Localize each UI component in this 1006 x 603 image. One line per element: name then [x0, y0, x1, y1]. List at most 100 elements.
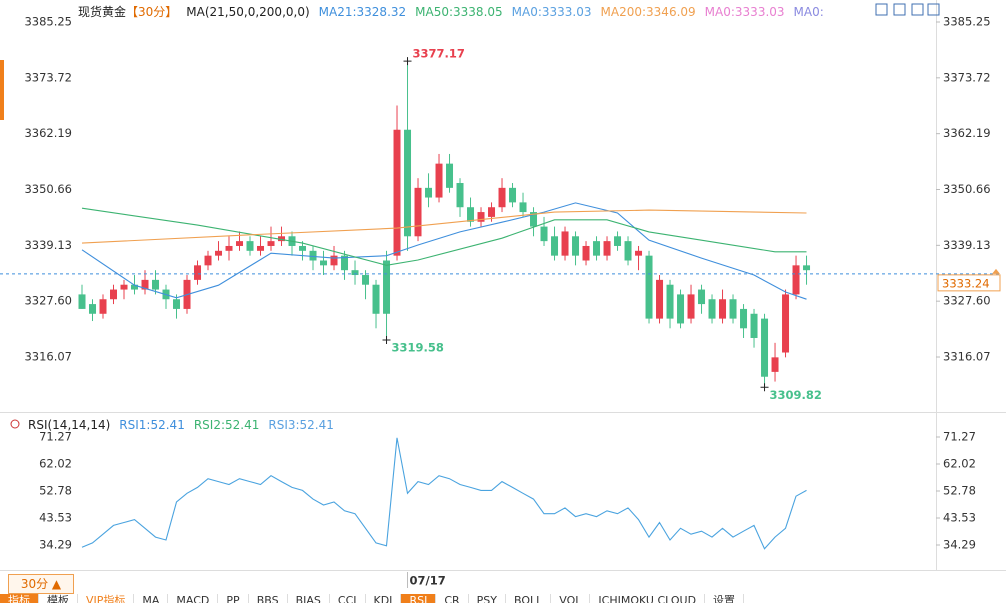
candle-body: [414, 187, 422, 237]
candle-body: [498, 187, 506, 208]
legend-item: RSI2:52.41: [193, 418, 260, 432]
candle-body: [225, 245, 233, 251]
x-tick-label: 07/17: [410, 574, 446, 588]
candle-body: [519, 202, 527, 213]
candle-body: [792, 265, 800, 295]
rsi-header: RSI(14,14,14) RSI1:52.41 RSI2:52.41 RSI3:52…: [28, 418, 334, 432]
indicator-tab[interactable]: BIAS: [288, 594, 330, 603]
candle-body: [404, 129, 412, 237]
extreme-marker: [403, 57, 412, 66]
candle-body: [803, 265, 811, 271]
extreme-label: 3319.58: [392, 341, 444, 355]
legend-item: MA50:3338.05: [415, 4, 503, 19]
candle-body: [320, 260, 328, 266]
candle-body: [666, 284, 674, 319]
indicator-line: [81, 207, 807, 266]
candle-body: [152, 279, 160, 290]
indicator-line: [81, 437, 807, 550]
candle-body: [677, 294, 685, 324]
candle-body: [624, 241, 632, 261]
window-icons[interactable]: [875, 3, 940, 16]
period-label: 【30分】: [126, 5, 178, 19]
y-tick-label: 3327.60: [943, 294, 991, 308]
settings-icon[interactable]: [10, 419, 20, 429]
candle-body: [78, 294, 86, 309]
candle-body: [698, 289, 706, 305]
indicator-tab[interactable]: ICHIMOKU CLOUD: [590, 594, 706, 603]
indicator-tab[interactable]: PSY: [469, 594, 506, 603]
candle-body: [383, 260, 391, 314]
indicator-tab[interactable]: MA: [134, 594, 169, 603]
legend-item: MA21:3328.32: [318, 4, 407, 19]
candle-body: [299, 245, 307, 251]
indicator-tab[interactable]: 指标: [0, 594, 39, 603]
candle-body: [740, 308, 748, 329]
candle-body: [257, 245, 265, 251]
y-tick-label: 3385.25: [943, 14, 991, 28]
indicator-tab[interactable]: MACD: [168, 594, 219, 603]
y-tick-label: 71.27: [39, 429, 72, 443]
candle-body: [215, 250, 223, 256]
y-tick-label: 3373.72: [24, 70, 72, 84]
candle-body: [362, 275, 370, 285]
side-marker: [0, 60, 4, 120]
candle-body: [89, 304, 97, 314]
indicator-tab[interactable]: VIP指标: [78, 594, 135, 603]
indicator-tabs: 指标 模板 VIP指标 MA MACD PP BBS BIAS CCI KDJ RSI CR PSY BO…: [0, 594, 745, 603]
y-tick-label: 3350.66: [943, 182, 991, 196]
legend-item: RSI3:52.41: [268, 418, 334, 432]
candle-body: [540, 226, 548, 242]
candle-body: [194, 265, 202, 280]
candle-body: [708, 299, 716, 319]
candle-body: [435, 163, 443, 198]
period-button[interactable]: 30分 ▲: [8, 574, 74, 594]
candle-body: [267, 241, 275, 246]
candle-body: [488, 207, 496, 217]
indicator-tab[interactable]: CR: [436, 594, 469, 603]
legend-item: MA0:3333.03: [511, 4, 592, 19]
indicator-tab[interactable]: 模板: [39, 594, 78, 603]
indicator-tab[interactable]: 设置: [705, 594, 745, 603]
indicator-tab[interactable]: BBS: [249, 594, 288, 603]
legend-item: RSI1:52.41: [119, 418, 185, 432]
indicator-tab[interactable]: RSI: [401, 594, 437, 603]
y-tick-label: 3373.72: [943, 70, 991, 84]
y-tick-label: 62.02: [943, 457, 976, 471]
candle-body: [393, 129, 401, 256]
candle-body: [341, 255, 349, 271]
last-price-label: 3333.24: [942, 276, 990, 290]
y-tick-label: 3339.13: [943, 238, 991, 252]
y-tick-label: 71.27: [943, 429, 976, 443]
indicator-tab[interactable]: VOL: [551, 594, 591, 603]
extreme-marker: [382, 336, 391, 345]
candle-body: [131, 284, 139, 290]
indicator-tab[interactable]: KDJ: [366, 594, 402, 603]
y-tick-label: 62.02: [39, 457, 72, 471]
candle-body: [351, 270, 359, 276]
chart-title: RSI(14,14,14): [28, 418, 111, 432]
legend-item: MA0:: [793, 4, 824, 19]
candle-body: [425, 187, 433, 198]
candle-body: [593, 241, 601, 256]
indicator-tab[interactable]: PP: [218, 594, 249, 603]
indicator-tab[interactable]: CCI: [330, 594, 366, 603]
candle-body: [110, 289, 118, 300]
y-tick-label: 52.78: [39, 483, 72, 497]
candle-body: [614, 236, 622, 246]
candle-body: [236, 241, 244, 246]
candle-body: [582, 245, 590, 261]
y-tick-label: 3327.60: [24, 294, 72, 308]
legend-item: MA200:3346.09: [600, 4, 696, 19]
chart-title: 现货黄金: [78, 5, 127, 19]
candle-body: [309, 250, 317, 261]
y-tick-label: 52.78: [943, 483, 976, 497]
candle-body: [771, 357, 779, 372]
indicator-tab[interactable]: BOLL: [506, 594, 552, 603]
indicator-line: [81, 209, 807, 244]
candle-body: [278, 236, 286, 242]
candle-body: [330, 255, 338, 266]
candle-body: [729, 299, 737, 319]
y-tick-label: 3350.66: [24, 182, 72, 196]
